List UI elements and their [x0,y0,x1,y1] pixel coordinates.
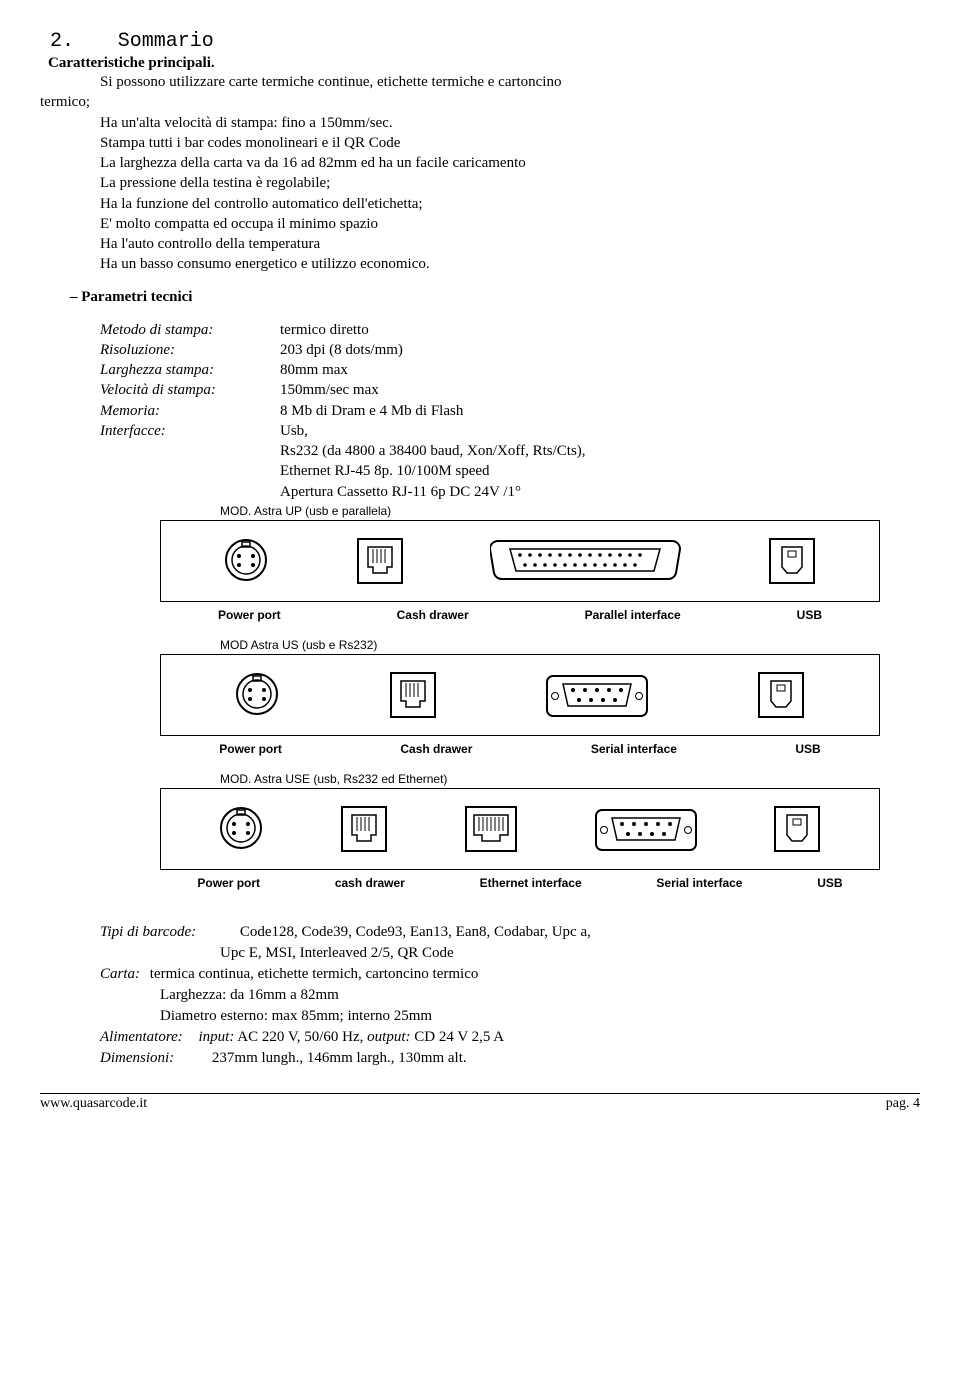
intro-line: Si possono utilizzare carte termiche con… [100,72,920,92]
usb-b-port-icon [757,671,805,719]
dim-label: Dimensioni: [100,1050,174,1066]
section-number: 2. [50,30,74,53]
alim-in: AC 220 V, 50/60 Hz, [234,1029,367,1045]
intro-line: E' molto compatta ed occupa il minimo sp… [100,214,920,234]
models-container: MOD. Astra UP (usb e parallela) Power por… [40,504,920,904]
db25-port-icon [490,535,682,587]
carta-label: Carta: [100,966,140,982]
param-cont: Ethernet RJ-45 8p. 10/100M speed [280,461,920,481]
dim-row: Dimensioni: 237mm lungh., 146mm largh., … [100,1048,920,1069]
param-row: Interfacce:Usb, [100,421,920,441]
param-row: Velocità di stampa: 150mm/sec max [100,380,920,400]
param-value: termico diretto [280,320,920,340]
connector-panel [160,788,880,870]
param-label: Interfacce: [100,421,280,441]
barcode-value2: Upc E, MSI, Interleaved 2/5, QR Code [220,943,920,964]
param-label: Larghezza stampa: [100,360,280,380]
port-labels-row: Power port Cash drawer Serial interface USB [160,742,880,756]
port-label: Parallel interface [585,608,681,622]
model-caption: MOD. Astra USE (usb, Rs232 ed Ethernet) [220,772,920,786]
subheading-2: – Parametri tecnici [70,289,920,306]
footer-right: pag. 4 [886,1096,920,1112]
rj11-port-icon [340,805,388,853]
barcode-label: Tipi di barcode: [100,924,196,940]
param-value: 150mm/sec max [280,380,920,400]
carta-l3: Diametro esterno: max 85mm; interno 25mm [160,1006,920,1027]
footer-left: www.quasarcode.it [40,1096,147,1112]
section-title: Sommario [118,30,214,53]
param-cont: Rs232 (da 4800 a 38400 baud, Xon/Xoff, R… [280,441,920,461]
section-header: 2. Sommario [40,30,920,53]
param-row: Larghezza stampa:80mm max [100,360,920,380]
usb-b-port-icon [773,805,821,853]
carta-l2: Larghezza: da 16mm a 82mm [160,985,920,1006]
port-label: Cash drawer [397,608,469,622]
rj45-port-icon [464,805,518,853]
param-label: Velocità di stampa: [100,380,280,400]
alim-out-lbl: output: [367,1029,410,1045]
port-label: Power port [218,608,281,622]
param-row: Metodo di stampa:termico diretto [100,320,920,340]
intro-line: Stampa tutti i bar codes monolineari e i… [100,133,920,153]
barcode-row: Tipi di barcode: Code128, Code39, Code93… [100,922,920,943]
intro-line: Ha un'alta velocità di stampa: fino a 15… [100,113,920,133]
alim-label: Alimentatore: [100,1029,183,1045]
model-caption: MOD. Astra UP (usb e parallela) [220,504,920,518]
model-caption: MOD Astra US (usb e Rs232) [220,638,920,652]
usb-b-port-icon [768,537,816,585]
bottom-block: Tipi di barcode: Code128, Code39, Code93… [100,922,920,1069]
port-label: cash drawer [335,876,405,890]
param-label: Memoria: [100,401,280,421]
param-value: Usb, [280,421,920,441]
alim-in-lbl: input: [199,1029,235,1045]
param-value: 80mm max [280,360,920,380]
alim-row: Alimentatore: input: AC 220 V, 50/60 Hz,… [100,1027,920,1048]
connector-panel [160,654,880,736]
param-label: Metodo di stampa: [100,320,280,340]
alim-out: CD 24 V 2,5 A [411,1029,505,1045]
intro-line: Ha la funzione del controllo automatico … [100,194,920,214]
intro-block: Si possono utilizzare carte termiche con… [40,72,920,275]
intro-line: termico; [40,92,920,112]
din-port-icon [219,806,265,852]
intro-line: La pressione della testina è regolabile; [100,173,920,193]
carta-row: Carta: termica continua, etichette termi… [100,964,920,985]
db9-port-icon [594,802,698,856]
port-labels-row: Power port Cash drawer Parallel interface U… [160,608,880,622]
param-row: Risoluzione:203 dpi (8 dots/mm) [100,340,920,360]
din-port-icon [224,538,270,584]
din-port-icon [235,672,281,718]
db9-port-icon [545,668,649,722]
port-label: USB [797,608,822,622]
port-label: USB [817,876,842,890]
intro-line: La larghezza della carta va da 16 ad 82m… [100,153,920,173]
rj11-port-icon [389,671,437,719]
param-row: Memoria:8 Mb di Dram e 4 Mb di Flash [100,401,920,421]
port-label: Power port [197,876,260,890]
intro-line: Ha l'auto controllo della temperatura [100,234,920,254]
port-label: Serial interface [656,876,742,890]
port-label: Cash drawer [400,742,472,756]
port-labels-row: Power port cash drawer Ethernet interface S… [160,876,880,890]
connector-panel [160,520,880,602]
param-value: 8 Mb di Dram e 4 Mb di Flash [280,401,920,421]
port-label: USB [795,742,820,756]
dim-value: 237mm lungh., 146mm largh., 130mm alt. [212,1050,467,1066]
subheading-1: Caratteristiche principali. [48,55,920,72]
port-label: Serial interface [591,742,677,756]
footer: www.quasarcode.it pag. 4 [40,1093,920,1112]
barcode-value: Code128, Code39, Code93, Ean13, Ean8, Co… [240,924,591,940]
rj11-port-icon [356,537,404,585]
intro-line: Ha un basso consumo energetico e utilizz… [100,254,920,274]
params-block: Metodo di stampa:termico diretto Risoluz… [100,320,920,502]
param-value: 203 dpi (8 dots/mm) [280,340,920,360]
carta-value: termica continua, etichette termich, car… [150,966,479,982]
port-label: Power port [219,742,282,756]
param-label: Risoluzione: [100,340,280,360]
param-cont: Apertura Cassetto RJ-11 6p DC 24V /1° [280,482,920,502]
port-label: Ethernet interface [480,876,582,890]
